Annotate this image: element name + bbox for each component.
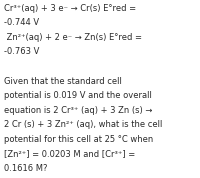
Text: -0.763 V: -0.763 V	[4, 47, 39, 56]
Text: Zn²⁺(aq) + 2 e⁻ → Zn(s) E°red =: Zn²⁺(aq) + 2 e⁻ → Zn(s) E°red =	[4, 33, 142, 42]
Text: equation is 2 Cr³⁺ (aq) + 3 Zn (s) →: equation is 2 Cr³⁺ (aq) + 3 Zn (s) →	[4, 106, 152, 115]
Text: Given that the standard cell: Given that the standard cell	[4, 77, 122, 86]
Text: [Zn²⁺] = 0.0203 M and [Cr³⁺] =: [Zn²⁺] = 0.0203 M and [Cr³⁺] =	[4, 150, 135, 159]
Text: 0.1616 M?: 0.1616 M?	[4, 164, 48, 173]
Text: 2 Cr (s) + 3 Zn²⁺ (aq), what is the cell: 2 Cr (s) + 3 Zn²⁺ (aq), what is the cell	[4, 120, 162, 129]
Text: potential is 0.019 V and the overall: potential is 0.019 V and the overall	[4, 91, 152, 100]
Text: -0.744 V: -0.744 V	[4, 18, 39, 27]
Text: potential for this cell at 25 °C when: potential for this cell at 25 °C when	[4, 135, 153, 144]
Text: Cr³⁺(aq) + 3 e⁻ → Cr(s) E°red =: Cr³⁺(aq) + 3 e⁻ → Cr(s) E°red =	[4, 4, 136, 13]
